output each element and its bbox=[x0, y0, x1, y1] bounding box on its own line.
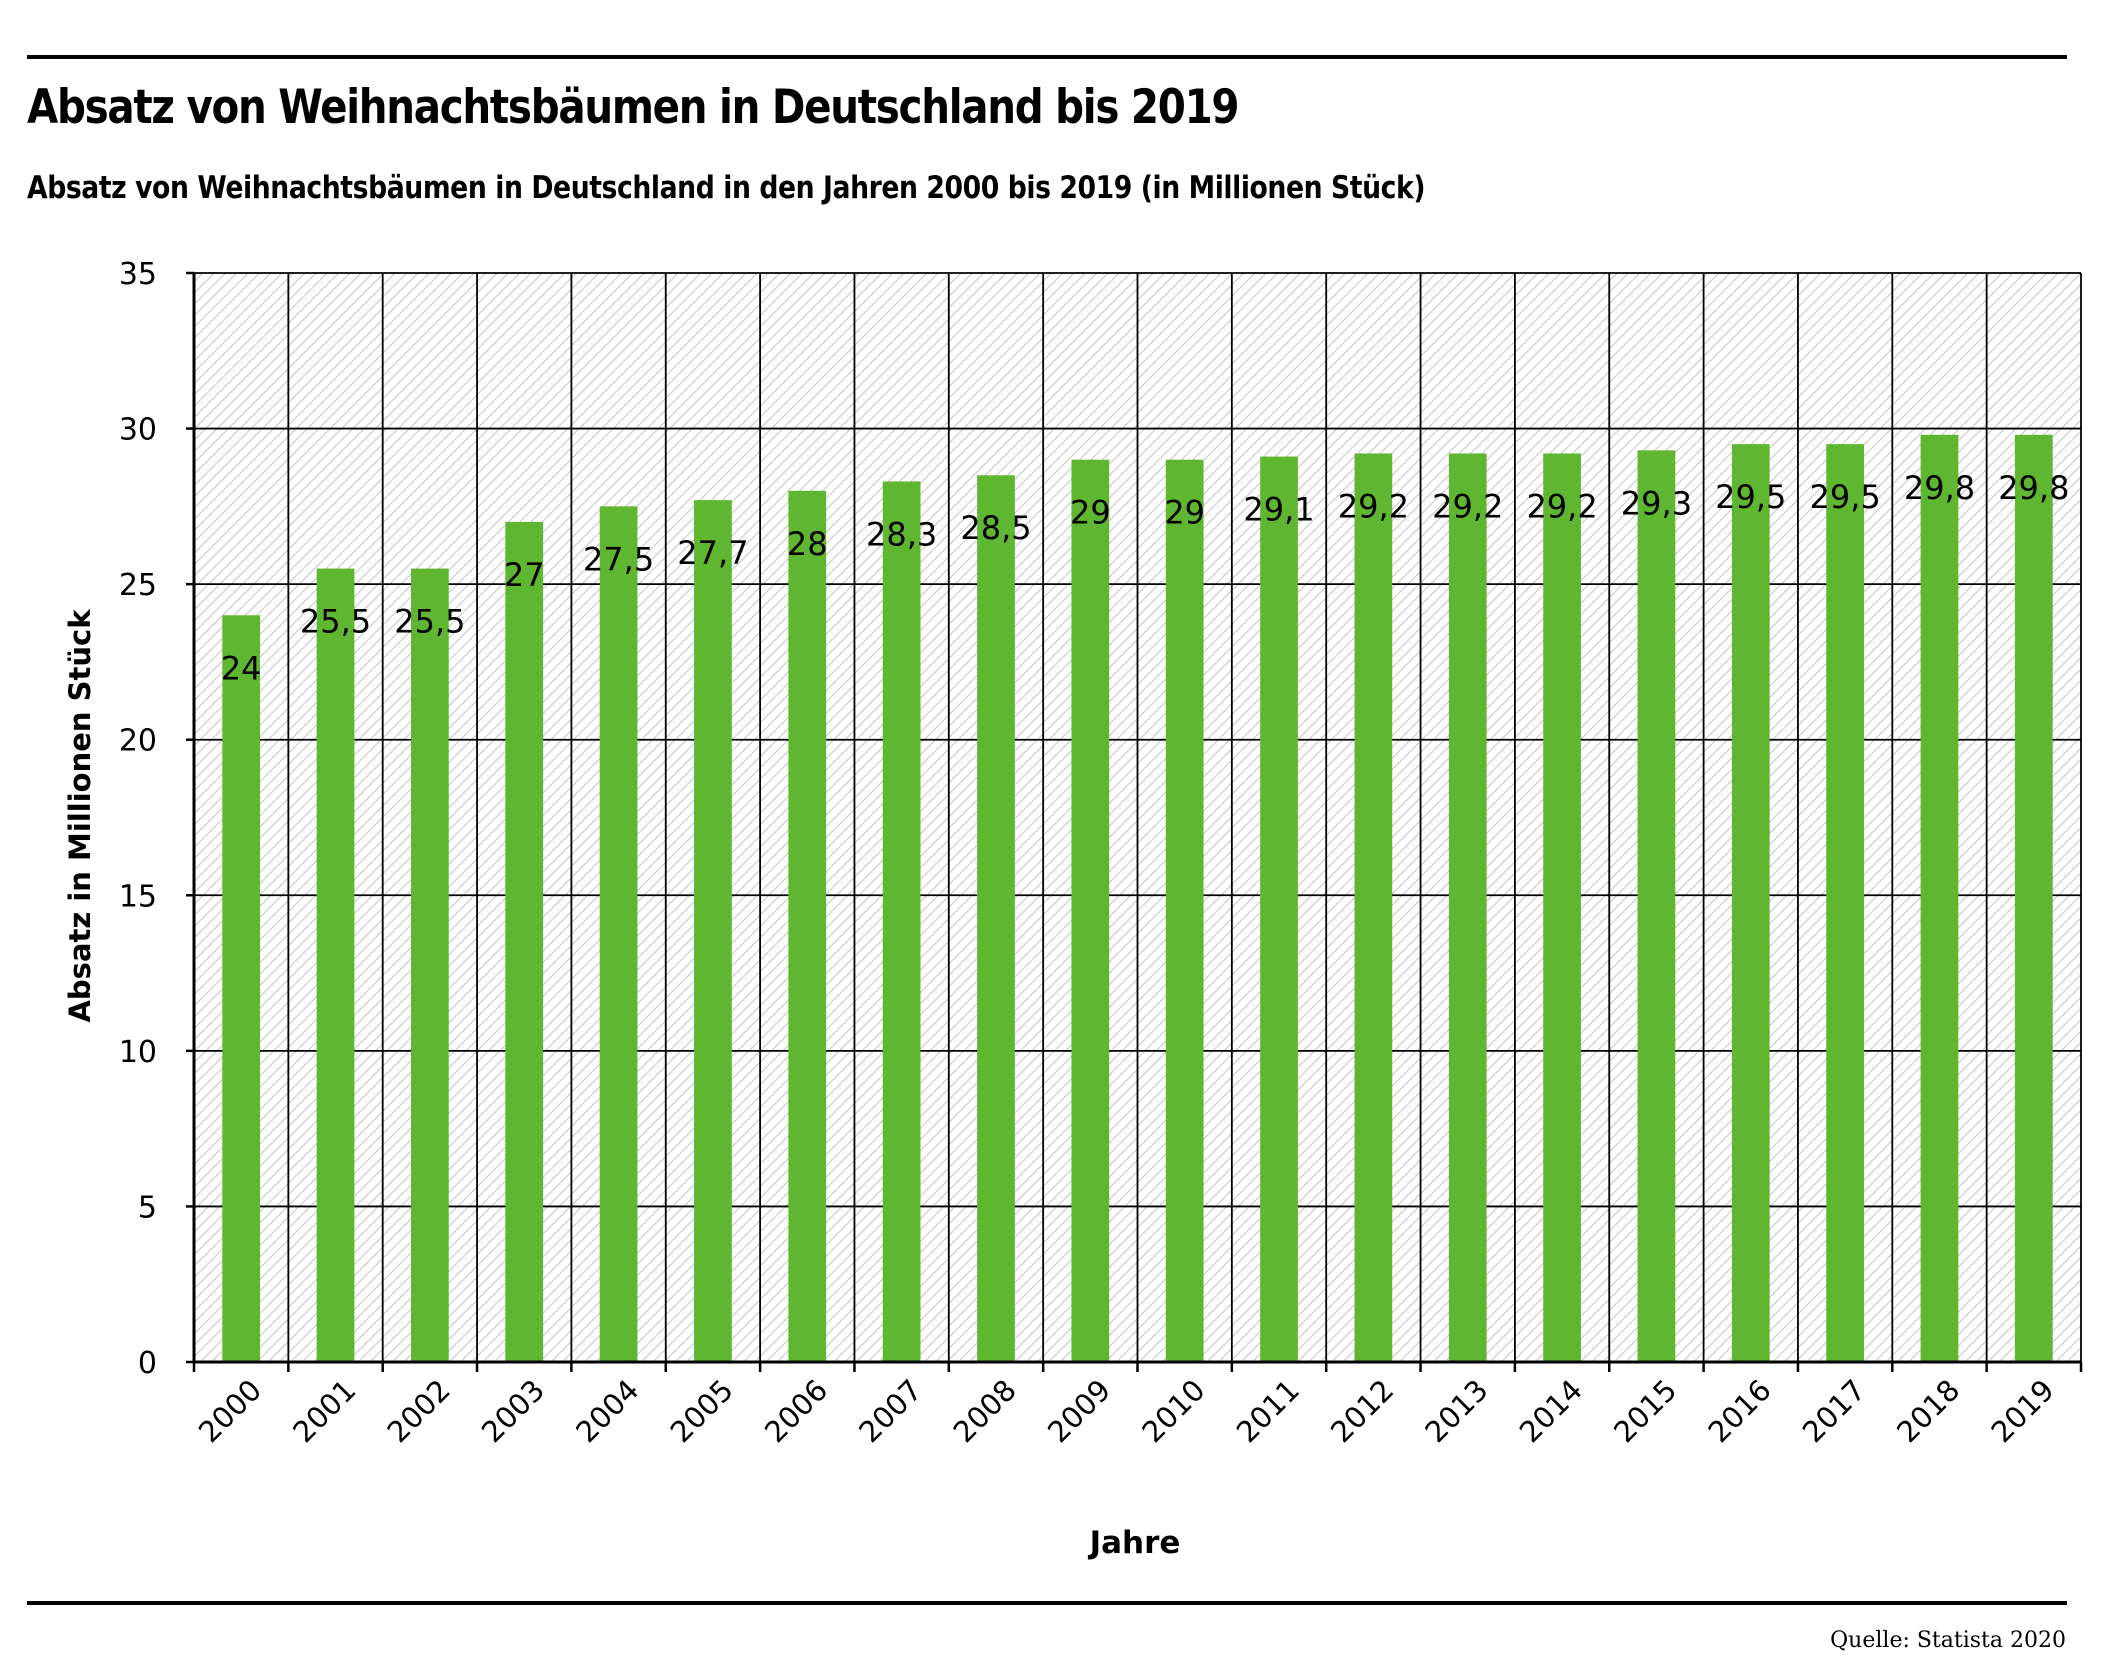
x-tick-label-2017: 2017 bbox=[1796, 1373, 1872, 1449]
bar-2001 bbox=[316, 568, 355, 1362]
bar-2012 bbox=[1354, 453, 1393, 1362]
y-tick-label: 15 bbox=[119, 879, 157, 914]
bar-2007 bbox=[882, 481, 921, 1363]
x-axis-title: Jahre bbox=[1088, 1525, 1181, 1561]
x-tick-label-2004: 2004 bbox=[569, 1373, 645, 1449]
bar-2018 bbox=[1920, 434, 1959, 1362]
x-tick-label-2014: 2014 bbox=[1513, 1373, 1589, 1449]
y-tick-label: 20 bbox=[119, 724, 157, 759]
x-tick-label-2007: 2007 bbox=[852, 1373, 928, 1449]
x-tick-label-2006: 2006 bbox=[758, 1373, 834, 1449]
data-label-2008: 28,5 bbox=[960, 509, 1031, 547]
x-tick-label-2012: 2012 bbox=[1324, 1373, 1400, 1449]
y-tick-label: 5 bbox=[138, 1190, 157, 1225]
data-label-2018: 29,8 bbox=[1904, 469, 1975, 507]
data-label-2005: 27,7 bbox=[677, 534, 748, 572]
bottom-rule bbox=[27, 1601, 2067, 1605]
x-tick-label-2003: 2003 bbox=[475, 1373, 551, 1449]
bar-2003 bbox=[505, 521, 544, 1362]
data-label-2011: 29,1 bbox=[1243, 491, 1314, 529]
data-label-2004: 27,5 bbox=[583, 540, 654, 578]
x-tick-label-2010: 2010 bbox=[1135, 1373, 1211, 1449]
chart-title: Absatz von Weihnachtsbäumen in Deutschla… bbox=[27, 80, 1240, 135]
data-label-2014: 29,2 bbox=[1526, 487, 1597, 525]
bar-2019 bbox=[2014, 434, 2053, 1362]
data-label-2010: 29 bbox=[1164, 494, 1205, 532]
bar-2008 bbox=[977, 475, 1015, 1362]
bar-2005 bbox=[694, 500, 732, 1362]
data-label-2000: 24 bbox=[221, 649, 262, 687]
bar-2002 bbox=[411, 568, 449, 1362]
x-tick-labels: 2000 2001 2002 2003 2004 2005 2006 2007 2008 2009… bbox=[192, 1373, 2061, 1449]
data-label-2003: 27 bbox=[504, 556, 545, 594]
data-labels: 24 25,5 25,5 27 27,5 27,7 28 28,3 28,5 29 29 29,1 29… bbox=[221, 469, 2070, 687]
data-label-2013: 29,2 bbox=[1432, 487, 1503, 525]
bar-2014 bbox=[1543, 453, 1581, 1362]
bar-2004 bbox=[599, 506, 638, 1362]
axes bbox=[186, 271, 2083, 1372]
y-tick-label: 0 bbox=[138, 1346, 157, 1381]
y-tick-label: 35 bbox=[119, 257, 157, 292]
x-tick-label-2001: 2001 bbox=[286, 1373, 362, 1449]
bar-2006 bbox=[788, 490, 827, 1362]
data-label-2006: 28 bbox=[787, 525, 828, 563]
x-tick-label-2016: 2016 bbox=[1701, 1373, 1777, 1449]
data-label-2015: 29,3 bbox=[1621, 484, 1692, 522]
y-tick-label: 25 bbox=[119, 568, 157, 603]
data-label-2002: 25,5 bbox=[394, 603, 465, 641]
y-tick-label: 10 bbox=[119, 1035, 157, 1070]
data-label-2019: 29,8 bbox=[1998, 469, 2069, 507]
y-tick-labels: 0 5 10 15 20 25 30 35 bbox=[119, 257, 157, 1381]
x-tick-label-2002: 2002 bbox=[381, 1373, 457, 1449]
data-label-2009: 29 bbox=[1070, 494, 1111, 532]
chart-subtitle: Absatz von Weihnachtsbäumen in Deutschla… bbox=[27, 170, 1426, 206]
x-tick-label-2013: 2013 bbox=[1418, 1373, 1494, 1449]
x-tick-label-2015: 2015 bbox=[1607, 1373, 1683, 1449]
x-tick-label-2011: 2011 bbox=[1230, 1373, 1306, 1449]
source-note: Quelle: Statista 2020 bbox=[1830, 1628, 2066, 1653]
bar-2009 bbox=[1071, 459, 1110, 1363]
bar-2017 bbox=[1826, 444, 1864, 1363]
x-tick-label-2008: 2008 bbox=[947, 1373, 1023, 1449]
bars bbox=[222, 434, 2053, 1363]
data-label-2001: 25,5 bbox=[300, 603, 371, 641]
bar-2016 bbox=[1731, 444, 1770, 1363]
bar-2011 bbox=[1260, 456, 1298, 1362]
top-rule bbox=[27, 55, 2067, 59]
data-label-2012: 29,2 bbox=[1338, 487, 1409, 525]
data-label-2017: 29,5 bbox=[1810, 478, 1881, 516]
bar-2000 bbox=[222, 615, 261, 1362]
y-tick-label: 30 bbox=[119, 413, 157, 448]
x-tick-label-2005: 2005 bbox=[664, 1373, 740, 1449]
x-tick-label-2019: 2019 bbox=[1985, 1373, 2061, 1449]
x-tick-label-2000: 2000 bbox=[192, 1373, 268, 1449]
bar-2015 bbox=[1637, 450, 1676, 1362]
x-tick-label-2018: 2018 bbox=[1890, 1373, 1966, 1449]
x-tick-label-2009: 2009 bbox=[1041, 1373, 1117, 1449]
data-label-2007: 28,3 bbox=[866, 515, 937, 553]
bar-2013 bbox=[1448, 453, 1487, 1362]
gridlines bbox=[193, 272, 2082, 1363]
data-label-2016: 29,5 bbox=[1715, 478, 1786, 516]
y-axis-title: Absatz in Millionen Stück bbox=[63, 609, 97, 1023]
bar-2010 bbox=[1165, 459, 1204, 1363]
